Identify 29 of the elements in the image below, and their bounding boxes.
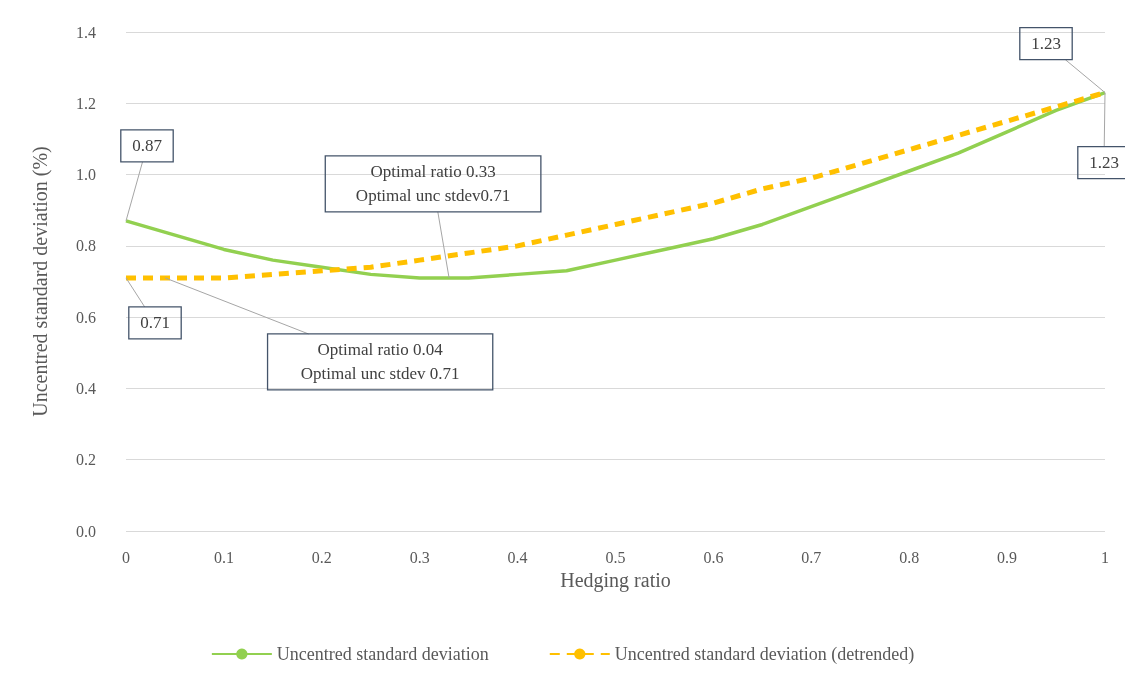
x-tick-label: 0 [122, 548, 130, 566]
x-tick-label: 0.2 [311, 548, 332, 566]
y-tick-label: 0.0 [76, 522, 96, 540]
x-tick-label: 0.9 [997, 548, 1018, 566]
legend-label: Uncentred standard deviation [276, 644, 489, 664]
annotation: 1.23 [1031, 34, 1061, 54]
x-tick-label: 0.6 [703, 548, 724, 566]
legend-label: Uncentred standard deviation (detrended) [614, 644, 915, 665]
x-tick-label: 0.5 [605, 548, 626, 566]
annotation: 0.87 [132, 136, 163, 156]
x-tick-label: 0.3 [409, 548, 430, 566]
y-tick-label: 1.2 [76, 94, 96, 112]
x-tick-label: 0.8 [899, 548, 920, 566]
x-tick-label: 0.1 [213, 548, 234, 566]
x-tick-label: 0.4 [507, 548, 528, 566]
y-axis-title: Uncentred standard deviation (%) [29, 146, 52, 417]
y-tick-label: 1.0 [76, 166, 96, 184]
y-tick-label: 1.4 [76, 23, 96, 41]
annotation: Optimal ratio 0.04 Optimal unc stdev 0.71 [300, 340, 460, 384]
y-tick-label: 0.2 [76, 451, 96, 469]
y-tick-label: 0.4 [76, 379, 96, 397]
y-tick-label: 0.6 [76, 308, 96, 326]
x-axis-title: Hedging ratio [560, 568, 671, 592]
annotation: 0.71 [140, 313, 170, 333]
annotation: Optimal ratio 0.33 Optimal unc stdev0.71 [355, 162, 511, 206]
y-tick-label: 0.8 [76, 237, 96, 255]
x-tick-label: 0.7 [801, 548, 822, 566]
annotation: 1.23 [1089, 153, 1119, 173]
x-tick-label: 1 [1101, 548, 1109, 566]
